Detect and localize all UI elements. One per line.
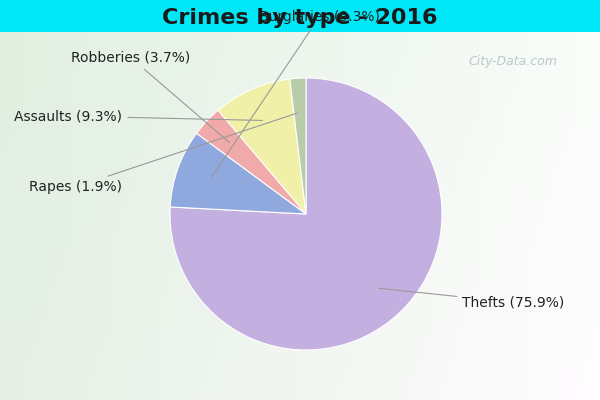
Wedge shape: [290, 78, 306, 214]
Wedge shape: [197, 110, 306, 214]
Wedge shape: [218, 79, 306, 214]
Wedge shape: [170, 133, 306, 214]
Text: Rapes (1.9%): Rapes (1.9%): [29, 113, 297, 194]
Text: Crimes by type - 2016: Crimes by type - 2016: [162, 8, 438, 28]
Wedge shape: [170, 78, 442, 350]
Text: Robberies (3.7%): Robberies (3.7%): [71, 51, 229, 142]
Text: Thefts (75.9%): Thefts (75.9%): [379, 288, 565, 310]
Text: Burglaries (9.3%): Burglaries (9.3%): [212, 10, 380, 177]
Text: Assaults (9.3%): Assaults (9.3%): [14, 109, 262, 123]
Text: City-Data.com: City-Data.com: [468, 56, 557, 68]
